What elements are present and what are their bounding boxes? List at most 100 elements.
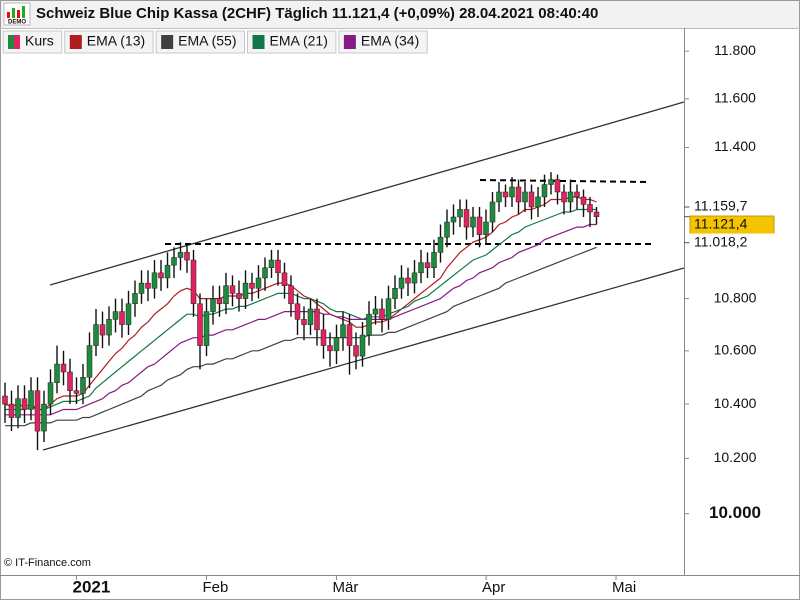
candle-body [223, 285, 229, 305]
legend-swatch [252, 35, 265, 49]
x-tick-label: 2021 [73, 577, 111, 596]
legend-swatch [8, 35, 14, 49]
candle-body [145, 282, 151, 289]
candle-body [60, 363, 67, 373]
logo-bar [22, 6, 25, 18]
candle-body [457, 209, 463, 218]
candle-body [463, 209, 470, 228]
candle-body [216, 298, 223, 305]
candle-body [489, 201, 496, 223]
candle-body [28, 390, 34, 410]
legend-swatch [69, 35, 82, 49]
candle-body [333, 337, 340, 352]
candle-body [392, 288, 398, 299]
candle-body [496, 191, 502, 203]
x-tick-label: Mai [612, 579, 636, 596]
candle-body [301, 319, 307, 325]
candle-body [268, 259, 275, 268]
candle-body [522, 191, 528, 203]
candle-body [106, 319, 112, 336]
ema-line [5, 246, 597, 427]
candle-body [2, 395, 8, 405]
legend-box [64, 30, 154, 54]
candle-body [197, 303, 203, 346]
candle-body [119, 311, 125, 325]
y-tick-label: 10.600 [714, 342, 757, 358]
legend-item: EMA (13) [64, 30, 154, 54]
candle-body [340, 324, 346, 338]
candle-body [242, 282, 249, 299]
candle-body [385, 298, 392, 320]
y-tick-label: 10.400 [714, 395, 757, 411]
candle-body [288, 285, 294, 305]
candle-body [541, 184, 548, 198]
price-label: 11.159,7 [694, 198, 748, 214]
candle-body [210, 298, 216, 312]
logo-bar [7, 12, 10, 18]
y-tick-label: 10.800 [714, 289, 757, 305]
y-tick-label: 11.400 [714, 138, 756, 154]
candle-body [372, 308, 379, 315]
logo-bar [17, 10, 20, 18]
candle-body [574, 191, 580, 198]
legend-label: Kurs [25, 33, 54, 49]
candle-body [359, 334, 366, 357]
candle-body [535, 196, 541, 208]
candle-body [593, 211, 600, 217]
candle-body [41, 403, 47, 432]
candle-body [320, 329, 327, 346]
candle-body [314, 308, 320, 331]
candle-body [262, 267, 268, 279]
x-tick-label: Apr [482, 579, 505, 596]
candle-body [99, 324, 106, 336]
candle-body [515, 186, 522, 203]
candle-body [580, 196, 587, 205]
y-tick-label: 11.600 [714, 90, 756, 106]
candle-body [229, 285, 236, 294]
candle-body [112, 311, 119, 320]
candle-body [437, 236, 444, 253]
legend-swatch [343, 35, 356, 49]
candle-body [366, 313, 372, 336]
legend-swatch [14, 35, 20, 49]
candle-body [307, 308, 314, 325]
candle-body [418, 262, 424, 274]
legend-item: EMA (34) [338, 30, 428, 54]
legend-item: Kurs [2, 30, 63, 54]
candle-body [548, 179, 554, 185]
y-tick-label: 11.800 [714, 42, 756, 58]
candle-body [502, 191, 509, 198]
legend-label: EMA (34) [361, 33, 419, 49]
candle-body [47, 382, 54, 405]
candle-body [15, 398, 21, 418]
candle-body [379, 308, 385, 320]
x-tick-label: Mär [333, 579, 359, 596]
candle-body [411, 272, 418, 284]
candle-body [587, 204, 593, 213]
candle-body [424, 262, 431, 268]
candle-body [190, 259, 197, 305]
candle-body [528, 191, 535, 208]
candle-body [171, 257, 177, 266]
candle-body [255, 277, 262, 289]
legend: Kurs EMA (13) EMA (55) EMA (21) EMA (34) [2, 30, 428, 54]
candle-body [236, 293, 242, 299]
legend-label: EMA (21) [270, 33, 328, 49]
candle-body [450, 216, 457, 223]
candle-body [164, 264, 171, 279]
ema-line [5, 223, 597, 416]
logo: DEMO [3, 2, 31, 26]
candle-body [54, 363, 60, 383]
price-label: 11.121,4 [694, 216, 748, 232]
legend-swatch [161, 35, 174, 49]
resistance-line [479, 179, 651, 183]
candle-body [151, 272, 158, 289]
candle-body [184, 252, 190, 261]
y-tick-label: 10.200 [714, 449, 757, 465]
candle-body [158, 272, 164, 279]
candle-body [509, 186, 515, 198]
candle-body [86, 345, 93, 378]
